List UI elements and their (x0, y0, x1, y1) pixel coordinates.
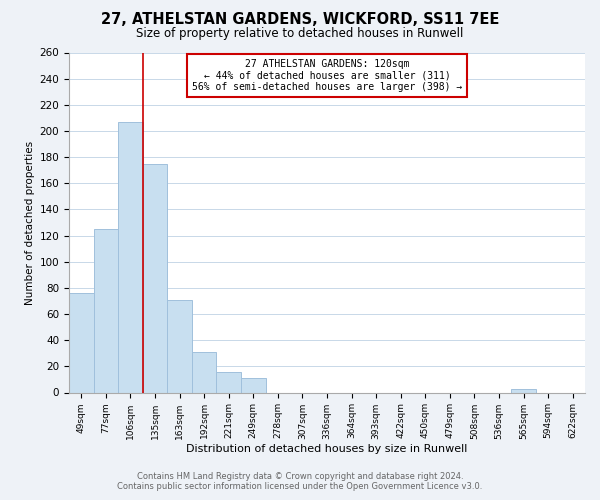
Bar (118, 122, 143, 392)
Y-axis label: Number of detached properties: Number of detached properties (25, 140, 35, 304)
Bar (217, 372, 241, 392)
Bar (143, 164, 167, 392)
Bar (167, 300, 192, 392)
Text: Contains HM Land Registry data © Crown copyright and database right 2024.
Contai: Contains HM Land Registry data © Crown c… (118, 472, 482, 491)
Bar (192, 352, 217, 393)
Text: Size of property relative to detached houses in Runwell: Size of property relative to detached ho… (136, 28, 464, 40)
Bar (241, 378, 266, 392)
Bar (511, 388, 536, 392)
X-axis label: Distribution of detached houses by size in Runwell: Distribution of detached houses by size … (187, 444, 467, 454)
Bar (69, 293, 94, 392)
Bar (94, 229, 118, 392)
Text: 27, ATHELSTAN GARDENS, WICKFORD, SS11 7EE: 27, ATHELSTAN GARDENS, WICKFORD, SS11 7E… (101, 12, 499, 28)
Text: 27 ATHELSTAN GARDENS: 120sqm
← 44% of detached houses are smaller (311)
56% of s: 27 ATHELSTAN GARDENS: 120sqm ← 44% of de… (192, 60, 462, 92)
